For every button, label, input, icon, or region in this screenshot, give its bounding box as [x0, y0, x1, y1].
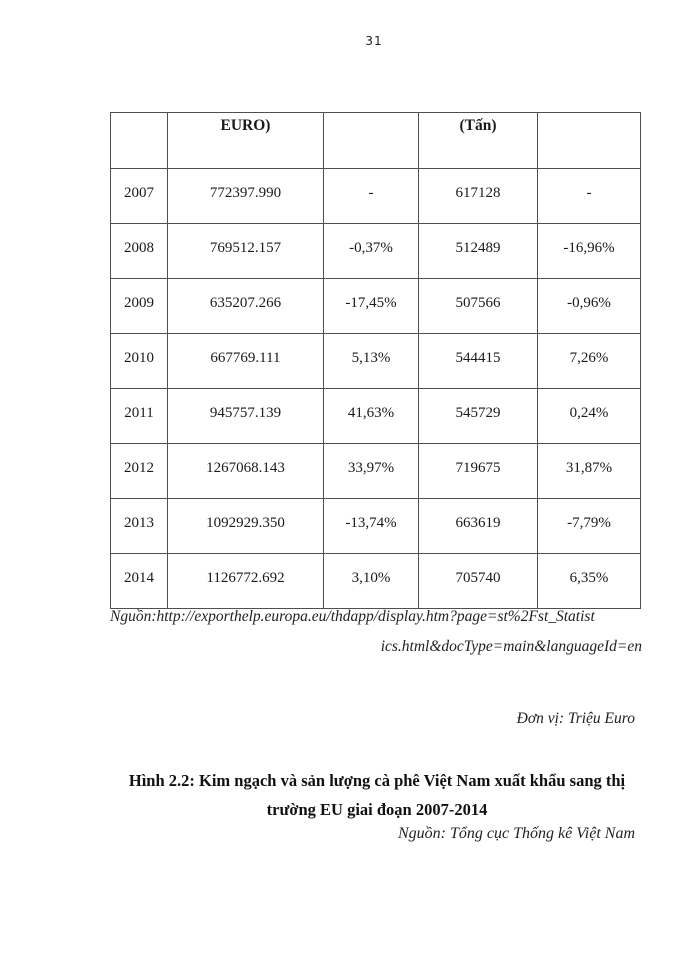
table-source-url-line1: Nguồn:http://exporthelp.europa.eu/thdapp…	[110, 608, 595, 625]
coffee-export-table: EURO) (Tấn) 2007 772397.990-617128-2008 76…	[110, 112, 641, 609]
table-body: 2007 772397.990-617128-2008 769512.157 -0,3…	[110, 168, 641, 609]
value-cell: 507566	[418, 278, 538, 334]
header-cell-euro-growth	[323, 112, 419, 169]
value-cell: 33,97%	[323, 443, 419, 499]
year-cell: 2007	[110, 168, 168, 224]
year-cell: 2012	[110, 443, 168, 499]
value-cell: 0,24%	[537, 388, 641, 444]
year-cell: 2008	[110, 223, 168, 279]
value-cell: 1126772.692	[167, 553, 324, 609]
table-row: 2008 769512.157 -0,37% 512489 -16,96%	[110, 223, 641, 279]
caption-source: Nguồn: Tổng cục Thống kê Việt Nam	[397, 825, 635, 842]
table-source-url-line2: ics.html&docType=main&languageId=en	[380, 638, 642, 655]
header-cell-tons-growth	[537, 112, 641, 169]
value-cell: 3,10%	[323, 553, 419, 609]
year-cell: 2013	[110, 498, 168, 554]
table-row: 2010 667769.111 5,13% 544415 7,26%	[110, 333, 641, 389]
value-cell: 719675	[418, 443, 538, 499]
table-row: 2009 635207.266 -17,45% 507566 -0,96%	[110, 278, 641, 334]
table-row: 2014 1126772.692 3,10% 705740 6,35%	[110, 553, 641, 609]
value-cell: 544415	[418, 333, 538, 389]
value-cell: 772397.990	[167, 168, 324, 224]
value-cell: 5,13%	[323, 333, 419, 389]
value-cell: 512489	[418, 223, 538, 279]
value-cell: 1092929.350	[167, 498, 324, 554]
value-cell: 41,63%	[323, 388, 419, 444]
header-cell-year	[110, 112, 168, 169]
year-cell: 2011	[110, 388, 168, 444]
figure-caption-line2: trường EU giai đoạn 2007-2014	[266, 800, 488, 819]
year-cell: 2009	[110, 278, 168, 334]
header-cell-euro: EURO)	[167, 112, 324, 169]
figure-caption-line1: Hình 2.2: Kim ngạch và sản lượng cà phê …	[128, 771, 626, 790]
table-row: 2013 1092929.350 -13,74% 663619 -7,79%	[110, 498, 641, 554]
value-cell: -0,96%	[537, 278, 641, 334]
value-cell: 667769.111	[167, 333, 324, 389]
table-row: 2012 1267068.143 33,97% 719675 31,87%	[110, 443, 641, 499]
header-cell-tons: (Tấn)	[418, 112, 538, 169]
value-cell: 769512.157	[167, 223, 324, 279]
year-cell: 2014	[110, 553, 168, 609]
value-cell: -16,96%	[537, 223, 641, 279]
value-cell: 1267068.143	[167, 443, 324, 499]
value-cell: 7,26%	[537, 333, 641, 389]
value-cell: 705740	[418, 553, 538, 609]
value-cell: 6,35%	[537, 553, 641, 609]
value-cell: -13,74%	[323, 498, 419, 554]
page-number: 31	[365, 34, 383, 48]
figure-caption: Hình 2.2: Kim ngạch và sản lượng cà phê …	[77, 766, 677, 824]
value-cell: 635207.266	[167, 278, 324, 334]
value-cell: 945757.139	[167, 388, 324, 444]
value-cell: -0,37%	[323, 223, 419, 279]
value-cell: 617128	[418, 168, 538, 224]
table-row: 2007 772397.990-617128-	[110, 168, 641, 224]
table-header: EURO) (Tấn)	[110, 112, 641, 169]
table-source: Nguồn:http://exporthelp.europa.eu/thdapp…	[110, 602, 642, 662]
value-cell: -	[537, 168, 641, 224]
value-cell: 545729	[418, 388, 538, 444]
value-cell: -17,45%	[323, 278, 419, 334]
value-cell: 663619	[418, 498, 538, 554]
year-cell: 2010	[110, 333, 168, 389]
value-cell: -7,79%	[537, 498, 641, 554]
value-cell: -	[323, 168, 419, 224]
unit-note: Đơn vị: Triệu Euro	[516, 710, 635, 727]
table-header-row: EURO) (Tấn)	[110, 112, 641, 169]
table-row: 2011 945757.139 41,63% 545729 0,24%	[110, 388, 641, 444]
value-cell: 31,87%	[537, 443, 641, 499]
